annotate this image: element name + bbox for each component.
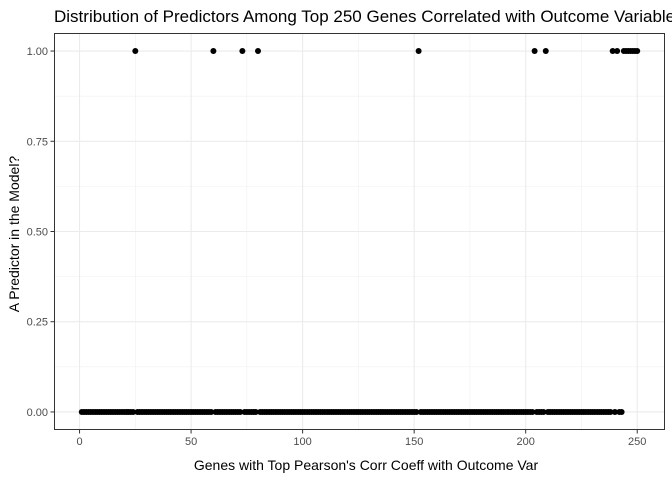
y-axis: 0.00 0.25 0.50 0.75 1.00 (27, 46, 54, 419)
data-point (542, 48, 549, 55)
x-axis-title: Genes with Top Pearson's Corr Coeff with… (194, 457, 539, 473)
data-point (237, 408, 244, 415)
data-point (634, 48, 641, 55)
x-tick-label: 0 (76, 436, 82, 448)
y-tick-label: 0.00 (27, 407, 48, 419)
data-points (78, 48, 641, 415)
data-point (208, 408, 215, 415)
y-tick-label: 0.50 (27, 227, 48, 239)
data-point (618, 408, 625, 415)
data-point (130, 408, 137, 415)
data-point (239, 48, 246, 55)
data-point (132, 48, 139, 55)
y-tick-label: 0.25 (27, 317, 48, 329)
data-point (607, 408, 614, 415)
data-point (531, 48, 538, 55)
data-point (611, 408, 618, 415)
data-point (415, 48, 422, 55)
data-point (540, 408, 547, 415)
y-tick-label: 1.00 (27, 46, 48, 58)
data-point (529, 408, 536, 415)
x-tick-label: 50 (185, 436, 197, 448)
data-point (210, 48, 217, 55)
x-tick-label: 250 (628, 436, 646, 448)
x-tick-label: 100 (293, 436, 311, 448)
chart-title: Distribution of Predictors Among Top 250… (54, 7, 672, 26)
x-tick-label: 200 (517, 436, 535, 448)
data-point (255, 48, 262, 55)
data-point (614, 48, 621, 55)
y-axis-title: A Predictor in the Model? (6, 156, 22, 313)
y-tick-label: 0.75 (27, 136, 48, 148)
x-tick-label: 150 (405, 436, 423, 448)
panel-border (54, 33, 665, 430)
data-point (413, 408, 420, 415)
data-point (252, 408, 259, 415)
data-point (609, 48, 616, 55)
x-axis: 0 50 100 150 200 250 (76, 430, 646, 448)
